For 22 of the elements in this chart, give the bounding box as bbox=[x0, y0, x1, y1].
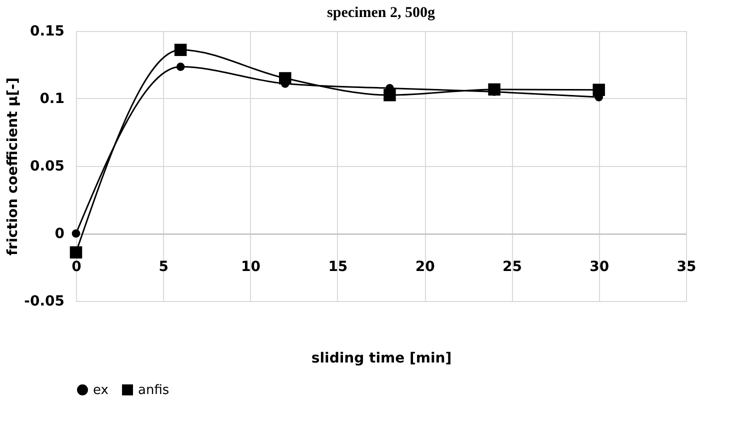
x-tick-label: 5 bbox=[158, 259, 169, 275]
x-tick-label: 10 bbox=[241, 259, 261, 275]
legend-label: anfis bbox=[138, 382, 170, 398]
point bbox=[70, 246, 82, 259]
y-axis-title: friction coefficient μ[-] bbox=[5, 77, 22, 256]
y-tick-label: 0.05 bbox=[30, 158, 64, 174]
x-tick-label: 25 bbox=[502, 259, 522, 275]
x-axis-title: sliding time [min] bbox=[311, 350, 452, 366]
x-tick-label: 30 bbox=[590, 259, 610, 275]
y-tick-label: 0.1 bbox=[40, 91, 64, 107]
point bbox=[176, 62, 185, 71]
x-tick-label: 20 bbox=[415, 259, 436, 275]
y-tick-label: 0.15 bbox=[30, 24, 64, 40]
chart-title: specimen 2, 500g bbox=[327, 5, 436, 21]
y-tick-label: 0 bbox=[54, 226, 65, 242]
point bbox=[174, 44, 187, 56]
x-tick-label: 0 bbox=[72, 259, 82, 275]
x-tick-label: 35 bbox=[676, 259, 696, 275]
y-tick-label: -0.05 bbox=[24, 294, 64, 310]
x-tick-label: 15 bbox=[328, 259, 348, 275]
point bbox=[72, 229, 80, 238]
legend-label: ex bbox=[93, 382, 109, 398]
